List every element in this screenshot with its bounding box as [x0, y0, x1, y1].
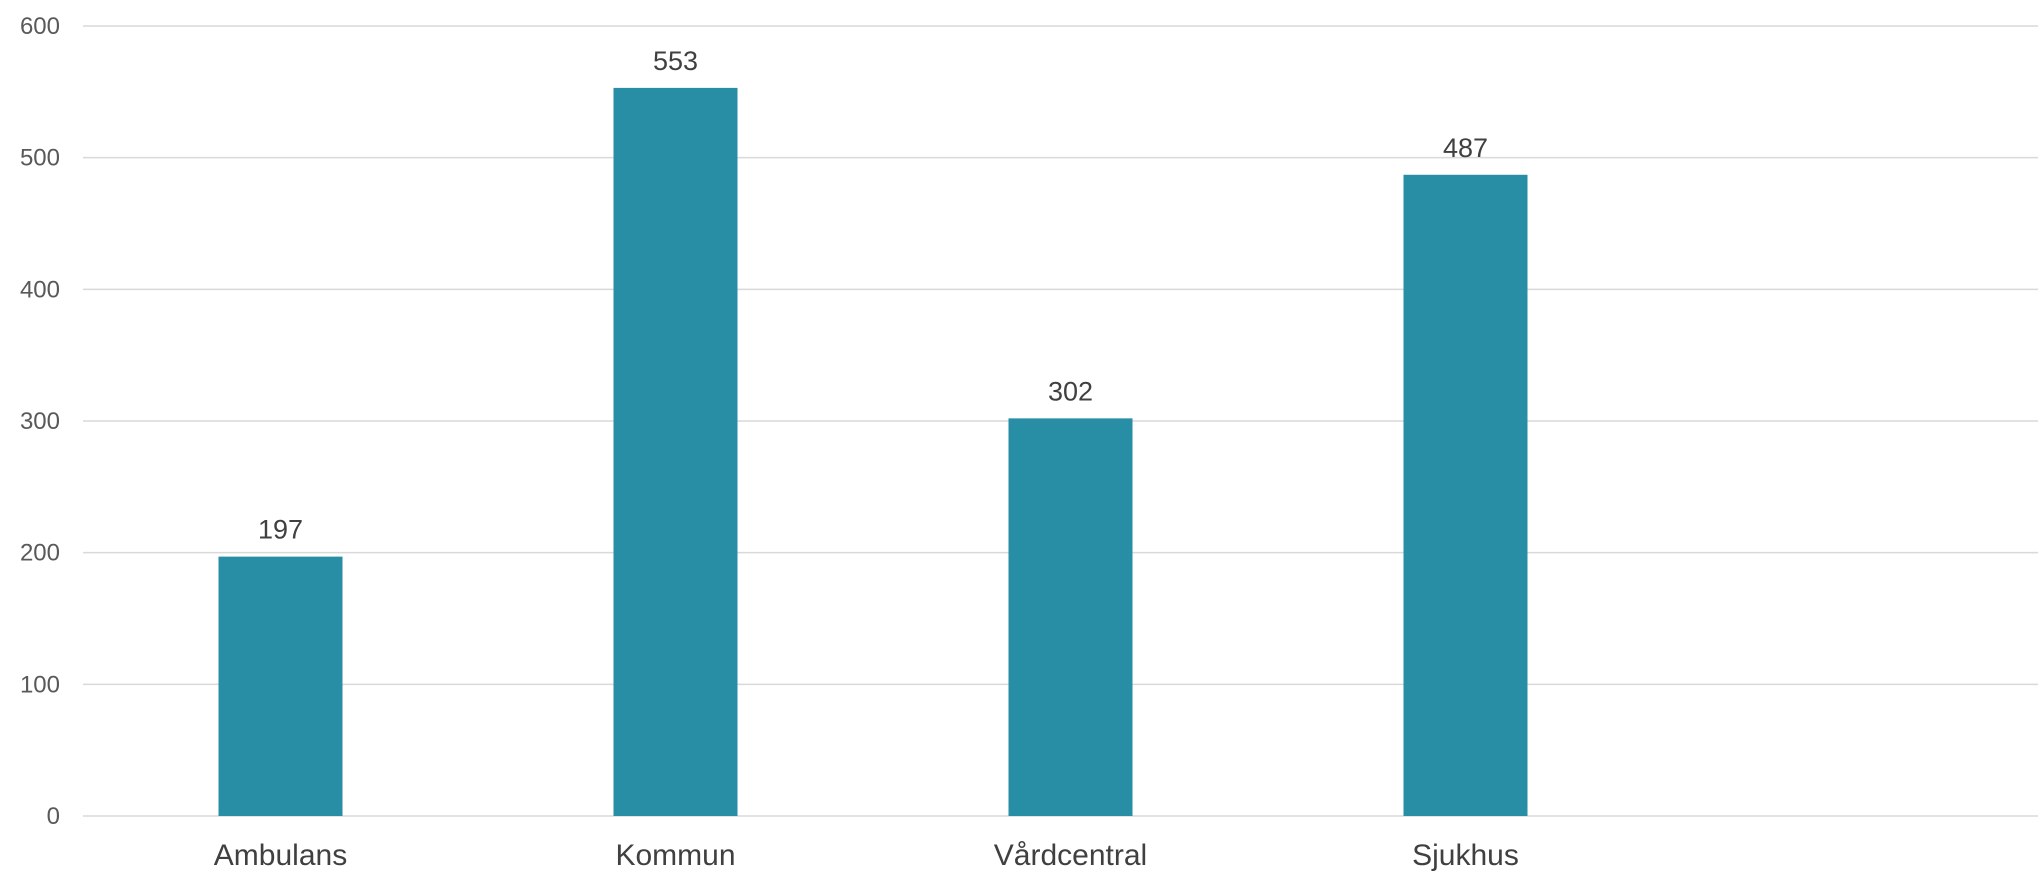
- data-label-ambulans: 197: [258, 515, 303, 545]
- bar-kommun: [613, 87, 738, 817]
- x-tick-label-kommun: Kommun: [615, 839, 735, 871]
- data-labels: 197 553 302 487: [258, 46, 1488, 545]
- bar-sjukhus: [1403, 174, 1528, 817]
- y-tick-label-400: 400: [20, 276, 60, 303]
- data-label-sjukhus: 487: [1443, 133, 1488, 163]
- x-tick-label-sjukhus: Sjukhus: [1412, 839, 1519, 871]
- bars: [218, 87, 1528, 817]
- data-label-vårdcentral: 302: [1048, 376, 1093, 406]
- y-tick-label-0: 0: [47, 803, 60, 830]
- data-label-kommun: 553: [653, 46, 698, 76]
- x-tick-label-vårdcentral: Vårdcentral: [994, 839, 1147, 871]
- y-axis: 0 100 200 300 400 500 600: [20, 13, 60, 830]
- x-tick-label-ambulans: Ambulans: [214, 839, 347, 871]
- bar-vårdcentral: [1008, 418, 1133, 816]
- y-tick-label-100: 100: [20, 671, 60, 698]
- y-tick-label-200: 200: [20, 540, 60, 567]
- y-tick-label-300: 300: [20, 408, 60, 435]
- y-tick-label-500: 500: [20, 145, 60, 172]
- bar-ambulans: [218, 556, 343, 816]
- y-tick-label-600: 600: [20, 13, 60, 40]
- x-axis: Ambulans Kommun Vårdcentral Sjukhus: [214, 839, 1519, 871]
